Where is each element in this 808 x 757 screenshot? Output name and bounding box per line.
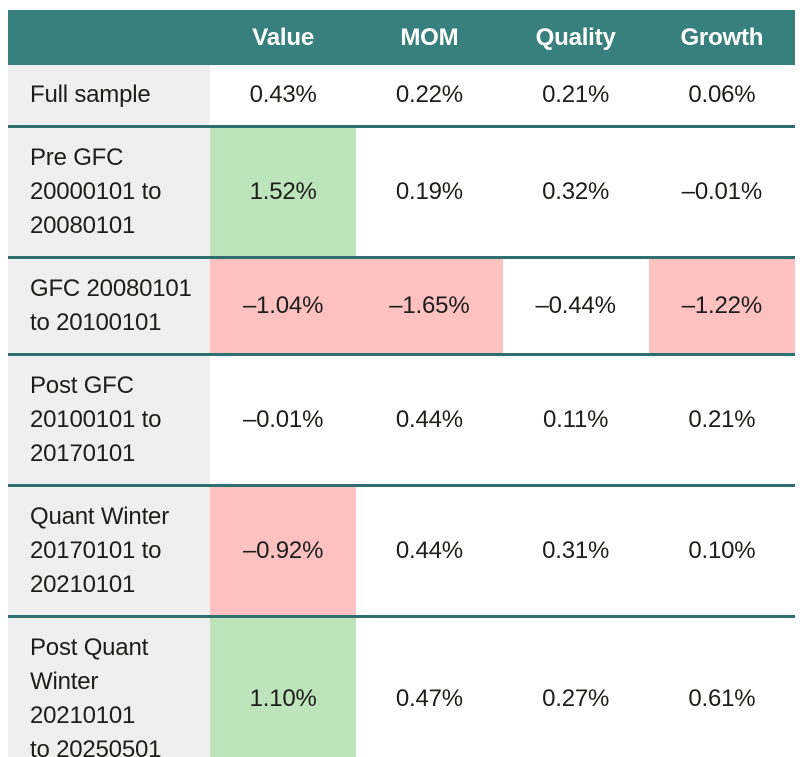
table-row: Quant Winter 20170101 to 20210101 –0.92%… — [8, 485, 795, 617]
row-label: Quant Winter 20170101 to 20210101 — [8, 485, 210, 617]
row-label: Post GFC 20100101 to 20170101 — [8, 354, 210, 486]
data-cell: 0.44% — [356, 354, 503, 486]
data-cell: –0.44% — [502, 257, 649, 355]
performance-table-container: Value MOM Quality Growth Full sample 0.4… — [8, 10, 795, 757]
data-cell: 0.44% — [356, 485, 503, 617]
data-cell: 0.11% — [502, 354, 649, 486]
row-label: GFC 20080101 to 20100101 — [8, 257, 210, 355]
data-cell: –0.01% — [210, 354, 357, 486]
data-cell: 0.06% — [648, 65, 795, 127]
data-cell: 0.61% — [648, 616, 795, 757]
table-row: Post Quant Winter 20210101 to 20250501 1… — [8, 616, 795, 757]
table-row: GFC 20080101 to 20100101 –1.04% –1.65% –… — [8, 257, 795, 355]
column-header-growth: Growth — [648, 10, 795, 65]
data-cell: 1.52% — [210, 126, 357, 258]
row-label: Full sample — [8, 65, 210, 127]
row-label: Pre GFC 20000101 to 20080101 — [8, 126, 210, 258]
data-cell: 0.22% — [356, 65, 503, 127]
data-cell: 0.43% — [210, 65, 357, 127]
column-header-value: Value — [210, 10, 357, 65]
data-cell: 1.10% — [210, 616, 357, 757]
data-cell: 0.21% — [648, 354, 795, 486]
table-row: Pre GFC 20000101 to 20080101 1.52% 0.19%… — [8, 126, 795, 258]
column-header-blank — [8, 10, 210, 65]
data-cell: 0.19% — [356, 126, 503, 258]
data-cell: 0.21% — [502, 65, 649, 127]
table-row: Full sample 0.43% 0.22% 0.21% 0.06% — [8, 65, 795, 127]
data-cell: –0.92% — [210, 485, 357, 617]
header-row: Value MOM Quality Growth — [8, 10, 795, 65]
data-cell: 0.47% — [356, 616, 503, 757]
data-cell: 0.10% — [648, 485, 795, 617]
data-cell: –0.01% — [648, 126, 795, 258]
data-cell: –1.04% — [210, 257, 357, 355]
data-cell: –1.22% — [648, 257, 795, 355]
data-cell: 0.32% — [502, 126, 649, 258]
column-header-quality: Quality — [502, 10, 649, 65]
table-row: Post GFC 20100101 to 20170101 –0.01% 0.4… — [8, 354, 795, 486]
data-cell: –1.65% — [356, 257, 503, 355]
row-label: Post Quant Winter 20210101 to 20250501 — [8, 616, 210, 757]
data-cell: 0.31% — [502, 485, 649, 617]
data-cell: 0.27% — [502, 616, 649, 757]
factor-performance-table: Value MOM Quality Growth Full sample 0.4… — [8, 10, 795, 757]
column-header-mom: MOM — [356, 10, 503, 65]
